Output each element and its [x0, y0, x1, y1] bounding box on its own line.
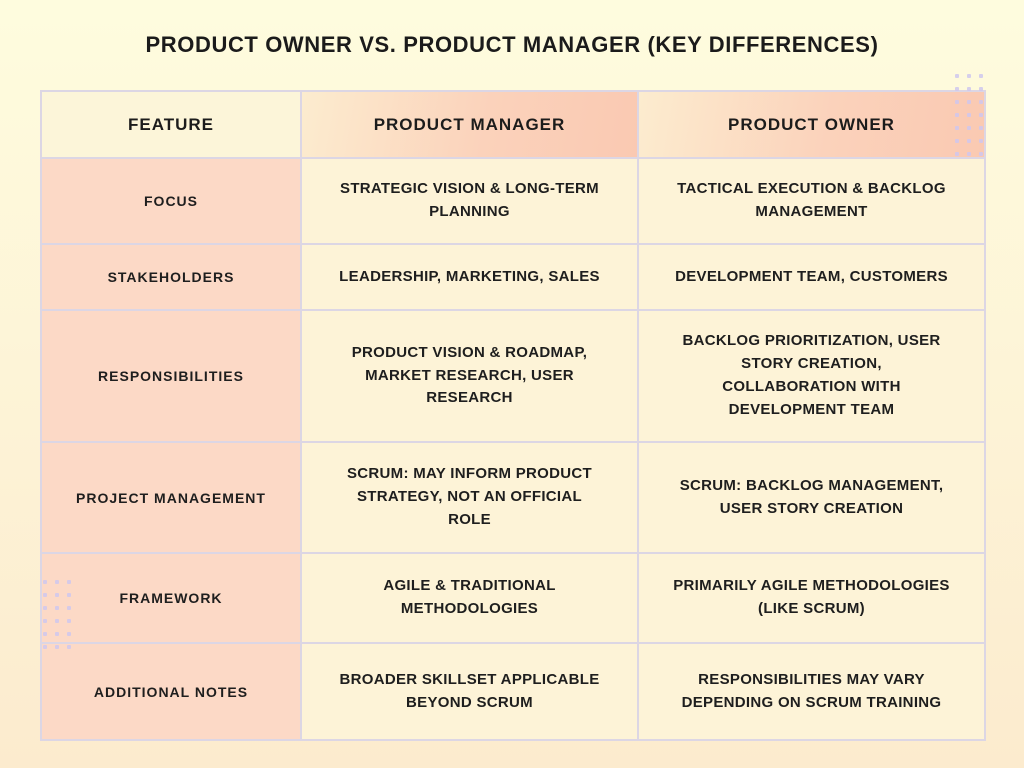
dot	[67, 593, 71, 597]
dot	[55, 580, 59, 584]
dot	[955, 113, 959, 117]
product-manager-cell: BROADER SKILLSET APPLICABLE BEYOND SCRUM	[300, 642, 639, 741]
dot	[955, 139, 959, 143]
dot	[55, 606, 59, 610]
dot	[979, 87, 983, 91]
table-row-additional-notes: ADDITIONAL NOTES BROADER SKILLSET APPLIC…	[40, 642, 986, 741]
dot	[67, 619, 71, 623]
table-row-responsibilities: RESPONSIBILITIES PRODUCT VISION & ROADMA…	[40, 309, 986, 443]
dot	[43, 645, 47, 649]
page-title: PRODUCT OWNER VS. PRODUCT MANAGER (KEY D…	[145, 32, 879, 57]
dot	[967, 152, 971, 156]
dot	[967, 87, 971, 91]
dot	[967, 113, 971, 117]
product-manager-cell: LEADERSHIP, MARKETING, SALES	[300, 243, 639, 311]
dot	[979, 113, 983, 117]
dot	[55, 632, 59, 636]
product-owner-cell: BACKLOG PRIORITIZATION, USER STORY CREAT…	[637, 309, 986, 443]
product-manager-cell: STRATEGIC VISION & LONG-TERM PLANNING	[300, 157, 639, 245]
dot	[955, 87, 959, 91]
dot	[967, 139, 971, 143]
decorative-dot-grid-top-right	[955, 74, 983, 156]
product-manager-cell: AGILE & TRADITIONAL METHODOLOGIES	[300, 552, 639, 644]
decorative-dot-grid-left	[43, 580, 71, 649]
column-header-feature: FEATURE	[40, 90, 302, 159]
dot	[979, 152, 983, 156]
dot	[55, 619, 59, 623]
dot	[67, 632, 71, 636]
product-owner-cell: TACTICAL EXECUTION & BACKLOG MANAGEMENT	[637, 157, 986, 245]
table-row-framework: FRAMEWORK AGILE & TRADITIONAL METHODOLOG…	[40, 552, 986, 644]
feature-cell: STAKEHOLDERS	[40, 243, 302, 311]
feature-cell: FRAMEWORK	[40, 552, 302, 644]
dot	[955, 100, 959, 104]
table-row-focus: FOCUS STRATEGIC VISION & LONG-TERM PLANN…	[40, 157, 986, 245]
product-owner-cell: DEVELOPMENT TEAM, CUSTOMERS	[637, 243, 986, 311]
feature-cell: PROJECT MANAGEMENT	[40, 441, 302, 554]
dot	[43, 580, 47, 584]
product-owner-cell: SCRUM: BACKLOG MANAGEMENT, USER STORY CR…	[637, 441, 986, 554]
dot	[67, 606, 71, 610]
dot	[67, 580, 71, 584]
dot	[979, 139, 983, 143]
dot	[979, 126, 983, 130]
column-header-product-owner: PRODUCT OWNER	[637, 90, 986, 159]
header-row: FEATURE PRODUCT MANAGER PRODUCT OWNER	[40, 90, 986, 159]
feature-cell: FOCUS	[40, 157, 302, 245]
product-owner-cell: PRIMARILY AGILE METHODOLOGIES (LIKE SCRU…	[637, 552, 986, 644]
dot	[979, 74, 983, 78]
dot	[967, 74, 971, 78]
product-manager-cell: SCRUM: MAY INFORM PRODUCT STRATEGY, NOT …	[300, 441, 639, 554]
dot	[55, 645, 59, 649]
dot	[967, 100, 971, 104]
product-manager-cell: PRODUCT VISION & ROADMAP, MARKET RESEARC…	[300, 309, 639, 443]
dot	[955, 74, 959, 78]
table-row-stakeholders: STAKEHOLDERS LEADERSHIP, MARKETING, SALE…	[40, 243, 986, 311]
dot	[43, 593, 47, 597]
dot	[43, 606, 47, 610]
dot	[55, 593, 59, 597]
dot	[967, 126, 971, 130]
dot	[955, 126, 959, 130]
table-row-project-management: PROJECT MANAGEMENT SCRUM: MAY INFORM PRO…	[40, 441, 986, 554]
dot	[955, 152, 959, 156]
dot	[67, 645, 71, 649]
feature-cell: RESPONSIBILITIES	[40, 309, 302, 443]
dot	[43, 632, 47, 636]
product-owner-cell: RESPONSIBILITIES MAY VARY DEPENDING ON S…	[637, 642, 986, 741]
dot	[979, 100, 983, 104]
column-header-product-manager: PRODUCT MANAGER	[300, 90, 639, 159]
comparison-table: FEATURE PRODUCT MANAGER PRODUCT OWNER FO…	[40, 90, 986, 741]
feature-cell: ADDITIONAL NOTES	[40, 642, 302, 741]
dot	[43, 619, 47, 623]
